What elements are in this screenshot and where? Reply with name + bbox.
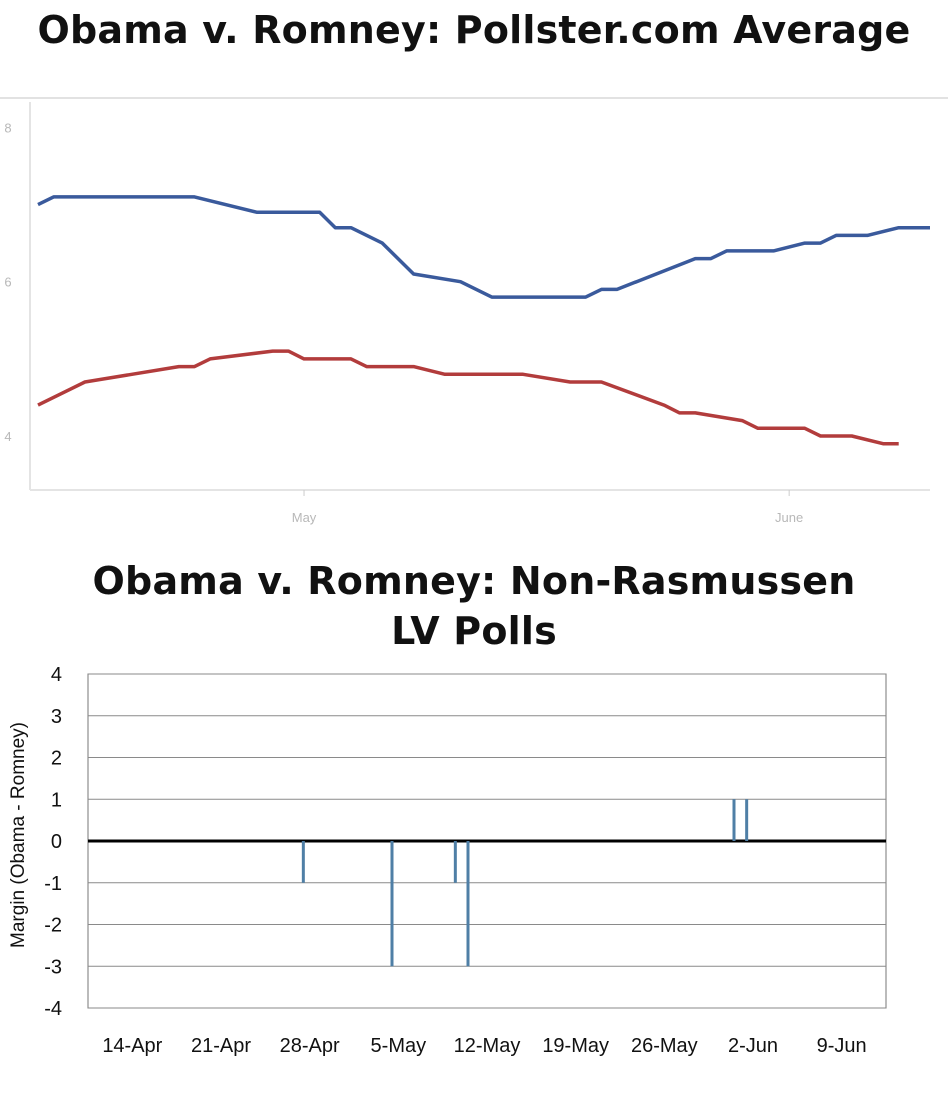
chart-title-line-1: Obama v. Romney: Non-Rasmussen (92, 559, 856, 603)
x-tick-label: 2-Jun (728, 1035, 778, 1057)
series-line-red (37, 349, 899, 446)
y-tick-label: 6 (4, 275, 11, 290)
non-rasmussen-bar-chart: 4 3 2 1 0 -1 -2 -3 -4 14-Apr 21-Apr 28-Apr 5-May 12-M… (8, 664, 887, 1057)
chart-title-non-rasmussen: Obama v. Romney: Non-Rasmussen LV Polls (0, 556, 948, 656)
margin-bar (732, 799, 736, 841)
chart-title-line-2: LV Polls (391, 609, 557, 653)
y-tick-label: -4 (44, 998, 62, 1020)
x-tick-label: 12-May (454, 1035, 521, 1057)
x-tick-label: May (292, 510, 317, 525)
y-tick-label: 8 (4, 120, 11, 135)
y-tick-label: -3 (44, 956, 62, 978)
y-tick-label: 0 (51, 831, 62, 853)
y-tick-label: 2 (51, 748, 62, 770)
margin-bar (466, 841, 470, 967)
chart-title-pollster-average: Obama v. Romney: Pollster.com Average (37, 8, 911, 52)
margin-bar (390, 841, 394, 967)
y-tick-label: 4 (4, 429, 11, 444)
y-tick-label: 3 (51, 706, 62, 728)
y-tick-label: -1 (44, 873, 62, 895)
series-line-blue (37, 195, 930, 299)
y-axis-title: Margin (Obama - Romney) (8, 722, 29, 948)
x-tick-label: 26-May (631, 1035, 698, 1057)
y-tick-label: -2 (44, 915, 62, 937)
x-tick-label: 28-Apr (280, 1035, 340, 1057)
x-tick-label: June (775, 510, 803, 525)
margin-bar (745, 799, 749, 841)
pollster-average-line-chart: 4 6 8 May June (0, 97, 948, 525)
x-tick-label: 9-Jun (817, 1035, 867, 1057)
x-tick-label: 19-May (542, 1035, 609, 1057)
margin-bar (453, 841, 457, 883)
x-tick-label: 5-May (371, 1035, 427, 1057)
y-tick-label: 1 (51, 789, 62, 811)
margin-bar (301, 841, 305, 883)
x-tick-label: 14-Apr (102, 1035, 162, 1057)
x-tick-label: 21-Apr (191, 1035, 251, 1057)
y-tick-label: 4 (51, 664, 62, 686)
